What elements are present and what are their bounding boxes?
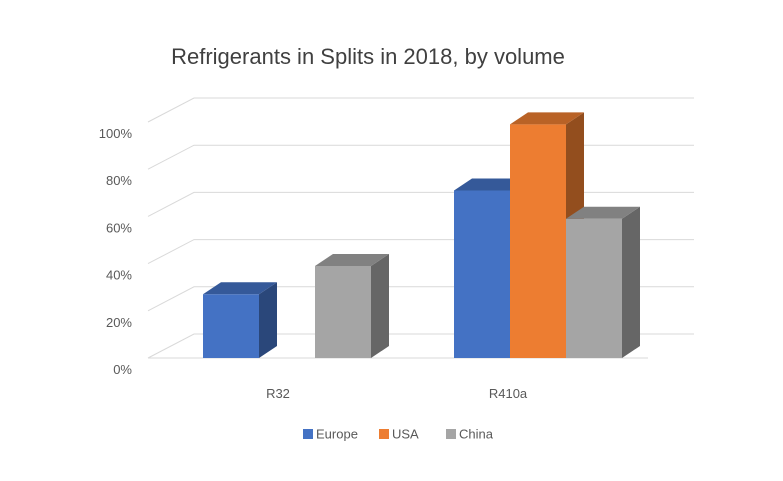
gridline [147,97,694,123]
legend-label: Europe [316,427,358,442]
bar-top [510,112,584,125]
bar-front [203,294,259,358]
bars [203,112,640,358]
bar-side [622,206,640,358]
bar-china-r32 [315,253,389,358]
y-axis-ticks: 0% 20% 40% 60% 80% 100% [99,126,133,377]
bar-side [259,282,277,358]
x-category-label: R410a [489,386,528,401]
legend-swatch [303,429,313,439]
bar-side [371,253,389,358]
bar-top [454,178,528,191]
legend-label: China [459,427,494,442]
bar-front [566,218,622,358]
bar-front [454,190,510,358]
y-tick-label: 40% [106,268,132,283]
legend-item-usa: USA [379,427,419,442]
bar-front [510,124,566,358]
y-tick-label: 60% [106,220,132,235]
gridline [147,144,694,170]
bar-top [203,282,277,295]
legend-swatch [379,429,389,439]
legend-label: USA [392,427,419,442]
y-tick-label: 80% [106,173,132,188]
bar-china-r410a [566,206,640,358]
y-tick-label: 100% [99,126,133,141]
legend-swatch [446,429,456,439]
bar-europe-r32 [203,282,277,358]
chart-title: Refrigerants in Splits in 2018, by volum… [171,44,565,69]
y-tick-label: 0% [113,362,132,377]
legend-item-china: China [446,427,494,442]
bar-top [315,253,389,266]
bar-top [566,206,640,219]
y-tick-label: 20% [106,315,132,330]
x-category-label: R32 [266,386,290,401]
x-axis-categories: R32 R410a [266,386,528,401]
legend-item-europe: Europe [303,427,358,442]
bar-front [315,265,371,358]
legend: Europe USA China [303,427,494,442]
